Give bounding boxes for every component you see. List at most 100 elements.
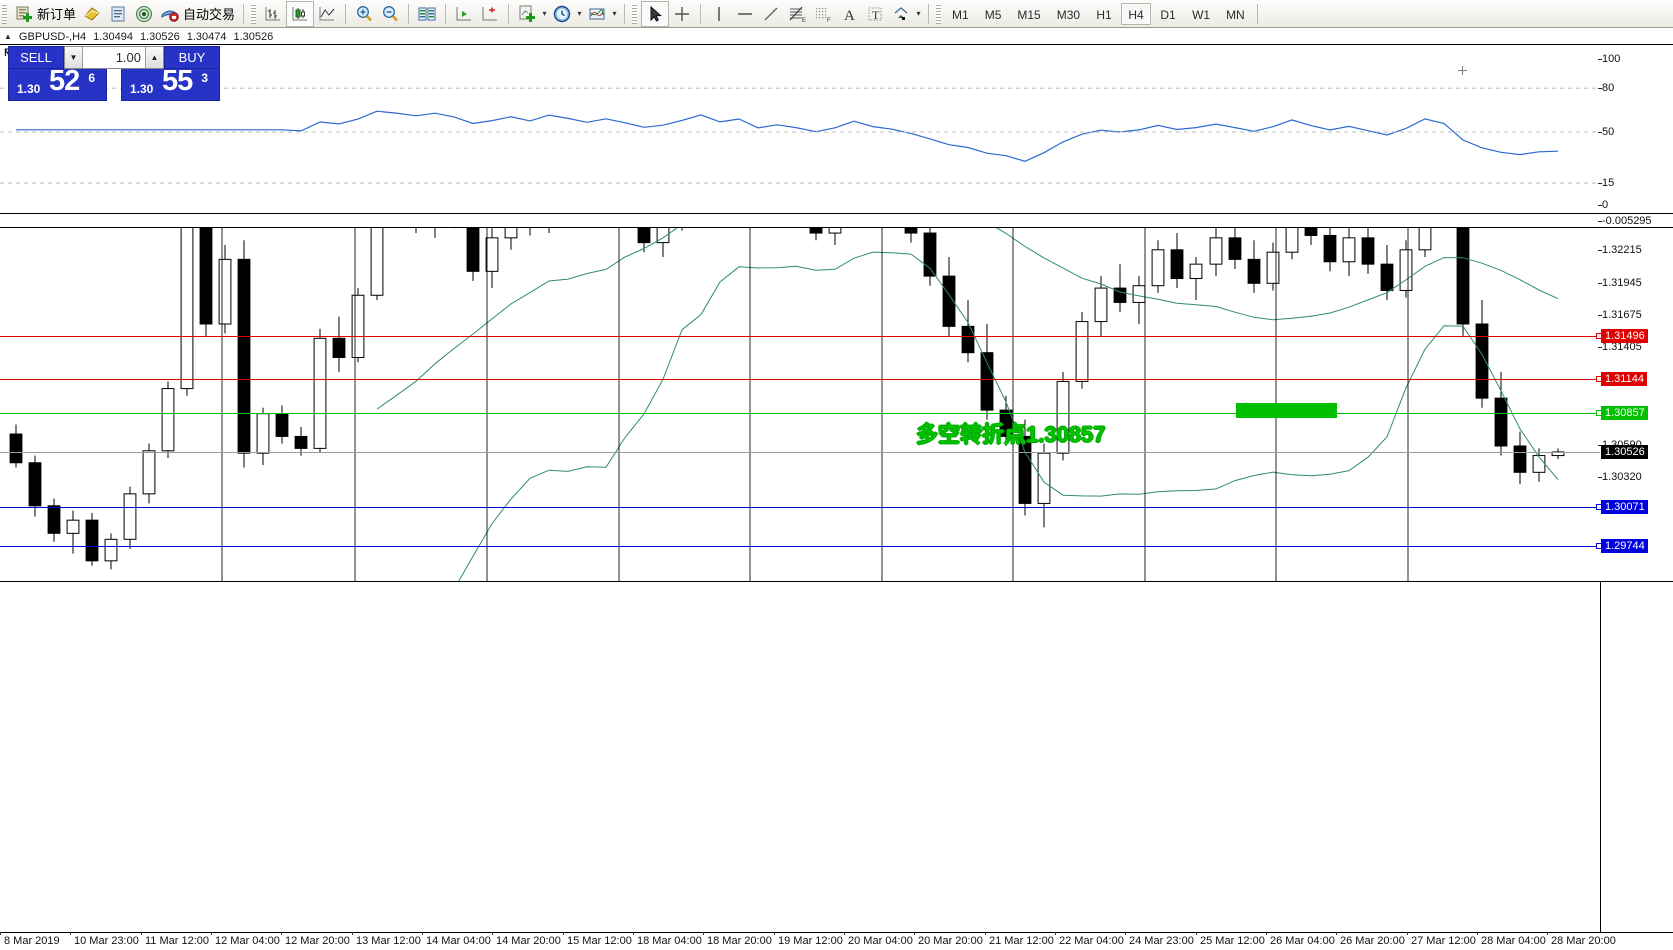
zoom-out-icon [380, 4, 400, 24]
toolbar-grip-4[interactable] [936, 3, 942, 24]
timeframe-mn-button[interactable]: MN [1226, 7, 1245, 22]
toolbar-grip-3[interactable] [632, 3, 638, 24]
time-tick: 26 Mar 20:00 [1336, 932, 1405, 947]
timeframe-d1-button[interactable]: D1 [1160, 7, 1176, 22]
new-order-button[interactable]: 新订单 [11, 1, 79, 27]
price-level-line-support[interactable] [0, 506, 1600, 508]
line-chart-button[interactable] [314, 1, 340, 27]
sell-price-display[interactable]: 1.30 52 6 [8, 65, 107, 101]
price-level-line-resistance[interactable] [0, 378, 1600, 380]
buy-price-big: 55 [162, 65, 193, 97]
chart-annotation-text: 多空转折点1.30857 [916, 421, 1106, 447]
chart-scroll-handle[interactable] [1458, 66, 1467, 75]
one-click-trading-panel: SELL ▼ 1.00 ▲ BUY 1.30 52 6 1.30 55 3 [8, 46, 220, 101]
volume-down-button[interactable]: ▼ [65, 47, 83, 68]
svg-text:E: E [802, 18, 806, 24]
price-level-line-pivot[interactable] [0, 412, 1600, 414]
price-level-handle[interactable] [1596, 543, 1602, 549]
text-label-button[interactable]: A [836, 1, 862, 27]
auto-scroll-button[interactable] [477, 1, 503, 27]
macd-tick: -0.005295 [1598, 215, 1652, 227]
timeframe-m5-button[interactable]: M5 [984, 7, 1002, 22]
timeframe-h1-button[interactable]: H1 [1096, 7, 1112, 22]
price-level-handle[interactable] [1596, 409, 1602, 416]
timeframe-h4-button[interactable]: H4 [1121, 2, 1152, 25]
price-level-label-support: 1.30071 [1601, 499, 1648, 514]
price-level-line-resistance[interactable] [0, 336, 1600, 338]
price-level-handle[interactable] [1596, 375, 1602, 382]
navigator-button[interactable] [131, 1, 157, 27]
zoom-in-button[interactable] [351, 1, 377, 27]
cursor-button[interactable] [641, 0, 670, 27]
candlestick-chart-button[interactable] [286, 0, 315, 27]
data-window-button[interactable] [105, 1, 131, 27]
new-chart-dropdown-arrow[interactable]: ▾ [542, 8, 547, 18]
toolbar-grip-2[interactable] [251, 3, 257, 24]
time-tick: 20 Mar 04:00 [844, 932, 913, 947]
price-tick: 1.31675 [1598, 309, 1642, 321]
sell-price-big: 52 [49, 65, 80, 97]
toolbar-separator-6 [624, 3, 626, 24]
crosshair-button[interactable] [669, 1, 695, 27]
rsi-tick: 80 [1597, 82, 1615, 95]
time-tick: 12 Mar 04:00 [211, 932, 280, 947]
new-chart-button[interactable] [514, 1, 540, 27]
time-tick: 28 Mar 20:00 [1547, 932, 1616, 947]
timeframe-w1-button[interactable]: W1 [1192, 7, 1211, 22]
timeframe-m15-button[interactable]: M15 [1017, 7, 1041, 22]
indicators-button[interactable] [584, 1, 610, 27]
market-watch-icon [417, 4, 437, 24]
objects-dropdown-arrow[interactable]: ▾ [916, 8, 921, 18]
text-icon: T [865, 4, 885, 24]
period-button[interactable] [549, 1, 575, 27]
horizontal-line-button[interactable] [732, 1, 758, 27]
toolbar-separator-2 [345, 3, 347, 24]
chart-shift-button[interactable] [451, 1, 477, 27]
chart-shift-icon [454, 4, 474, 24]
text-button[interactable]: T [862, 1, 888, 27]
market-watch-button[interactable] [414, 1, 440, 27]
timeframe-m1-button[interactable]: M1 [952, 7, 969, 22]
time-tick: 21 Mar 12:00 [985, 932, 1054, 947]
period-icon [552, 4, 572, 24]
horizontal-line-icon [735, 4, 755, 24]
trend-line-button[interactable] [758, 1, 784, 27]
timeframe-m30-button[interactable]: M30 [1056, 7, 1081, 22]
toolbar-separator [243, 3, 245, 24]
expert-advisors-button[interactable] [79, 1, 105, 27]
toolbar-grip[interactable] [2, 3, 7, 24]
ohlc-low: 1.30474 [186, 30, 227, 43]
buy-price-display[interactable]: 1.30 55 3 [121, 65, 220, 101]
sell-button[interactable]: SELL [8, 46, 64, 69]
vertical-line-button[interactable] [706, 1, 732, 27]
period-dropdown-arrow[interactable]: ▾ [577, 8, 582, 18]
price-level-label-last-price: 1.30526 [1601, 445, 1648, 460]
volume-stepper[interactable]: ▼ 1.00 ▲ [64, 46, 164, 69]
pivot-highlight-box[interactable] [1236, 402, 1337, 418]
expert-advisors-icon [82, 4, 102, 24]
zoom-out-button[interactable] [377, 1, 403, 27]
fibonacci-retracement-button[interactable]: E [784, 1, 810, 27]
vertical-line-icon [709, 4, 729, 24]
autotrade-icon [160, 4, 180, 24]
new-order-label: 新订单 [37, 7, 77, 22]
price-level-line-support[interactable] [0, 546, 1600, 547]
autotrade-button[interactable]: 自动交易 [157, 1, 238, 27]
objects-button[interactable] [888, 1, 914, 27]
bar-chart-button[interactable] [260, 1, 286, 27]
objects-grid-button[interactable]: F [810, 1, 836, 27]
indicators-dropdown-arrow[interactable]: ▾ [612, 8, 617, 18]
trend-line-icon [761, 4, 781, 24]
time-tick: 14 Mar 20:00 [492, 932, 561, 947]
chart-canvas[interactable]: 1.338401.335701.333001.330301.327551.324… [0, 44, 1673, 950]
price-level-handle[interactable] [1596, 503, 1602, 510]
time-axis: 8 Mar 2019 10 Mar 23:00 11 Mar 12:00 12 Mar… [0, 932, 1673, 950]
volume-up-button[interactable]: ▲ [145, 47, 163, 68]
buy-button[interactable]: BUY [164, 46, 220, 69]
price-level-handle[interactable] [1596, 333, 1602, 340]
volume-input[interactable]: 1.00 [115, 50, 141, 65]
chart-collapse-icon[interactable]: ▲ [4, 32, 12, 41]
time-tick: 28 Mar 04:00 [1477, 932, 1546, 947]
toolbar-separator-9 [1256, 3, 1258, 24]
